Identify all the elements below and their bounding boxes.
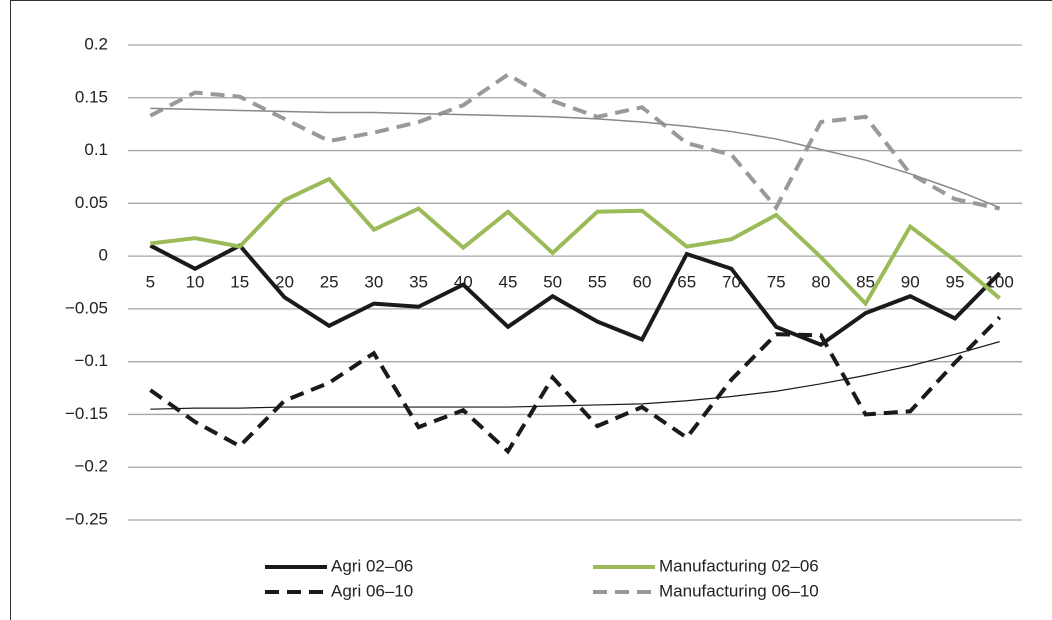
legend-label: Manufacturing 06–10 xyxy=(659,581,819,600)
x-tick-label: 5 xyxy=(146,273,155,292)
series-line xyxy=(150,176,1001,307)
x-tick-label: 85 xyxy=(856,273,875,292)
x-tick-label: 15 xyxy=(230,273,249,292)
legend-label: Agri 02–06 xyxy=(331,556,413,575)
x-tick-label: 100 xyxy=(985,273,1013,292)
series-line xyxy=(149,72,1001,212)
x-tick-label: 20 xyxy=(275,273,294,292)
x-tick-label: 75 xyxy=(767,273,786,292)
legend-label: Manufacturing 02–06 xyxy=(659,556,819,575)
legend-label: Agri 06–10 xyxy=(331,581,413,600)
y-tick-label: 0.15 xyxy=(75,87,108,106)
series-line xyxy=(150,341,1000,410)
y-tick-label: −0.1 xyxy=(74,351,108,370)
x-tick-label: 90 xyxy=(901,273,920,292)
y-tick-label: 0 xyxy=(99,246,108,265)
y-tick-label: 0.2 xyxy=(84,34,108,53)
y-tick-label: −0.15 xyxy=(65,404,108,423)
x-tick-label: 45 xyxy=(498,273,517,292)
x-tick-label: 60 xyxy=(633,273,652,292)
series-line xyxy=(150,107,1000,209)
x-tick-label: 10 xyxy=(186,273,205,292)
y-tick-label: 0.05 xyxy=(75,193,108,212)
x-tick-label: 35 xyxy=(409,273,428,292)
y-tick-label: −0.2 xyxy=(74,457,108,476)
x-tick-label: 50 xyxy=(543,273,562,292)
series-line xyxy=(149,315,1002,455)
x-tick-label: 55 xyxy=(588,273,607,292)
y-tick-label: −0.25 xyxy=(65,509,108,528)
x-tick-label: 65 xyxy=(677,273,696,292)
series-line xyxy=(149,243,1002,348)
x-tick-label: 80 xyxy=(811,273,830,292)
x-tick-label: 95 xyxy=(945,273,964,292)
y-tick-label: −0.05 xyxy=(65,298,108,317)
x-tick-label: 25 xyxy=(320,273,339,292)
chart-frame xyxy=(10,0,1052,620)
x-tick-label: 30 xyxy=(364,273,383,292)
y-tick-label: 0.1 xyxy=(84,140,108,159)
